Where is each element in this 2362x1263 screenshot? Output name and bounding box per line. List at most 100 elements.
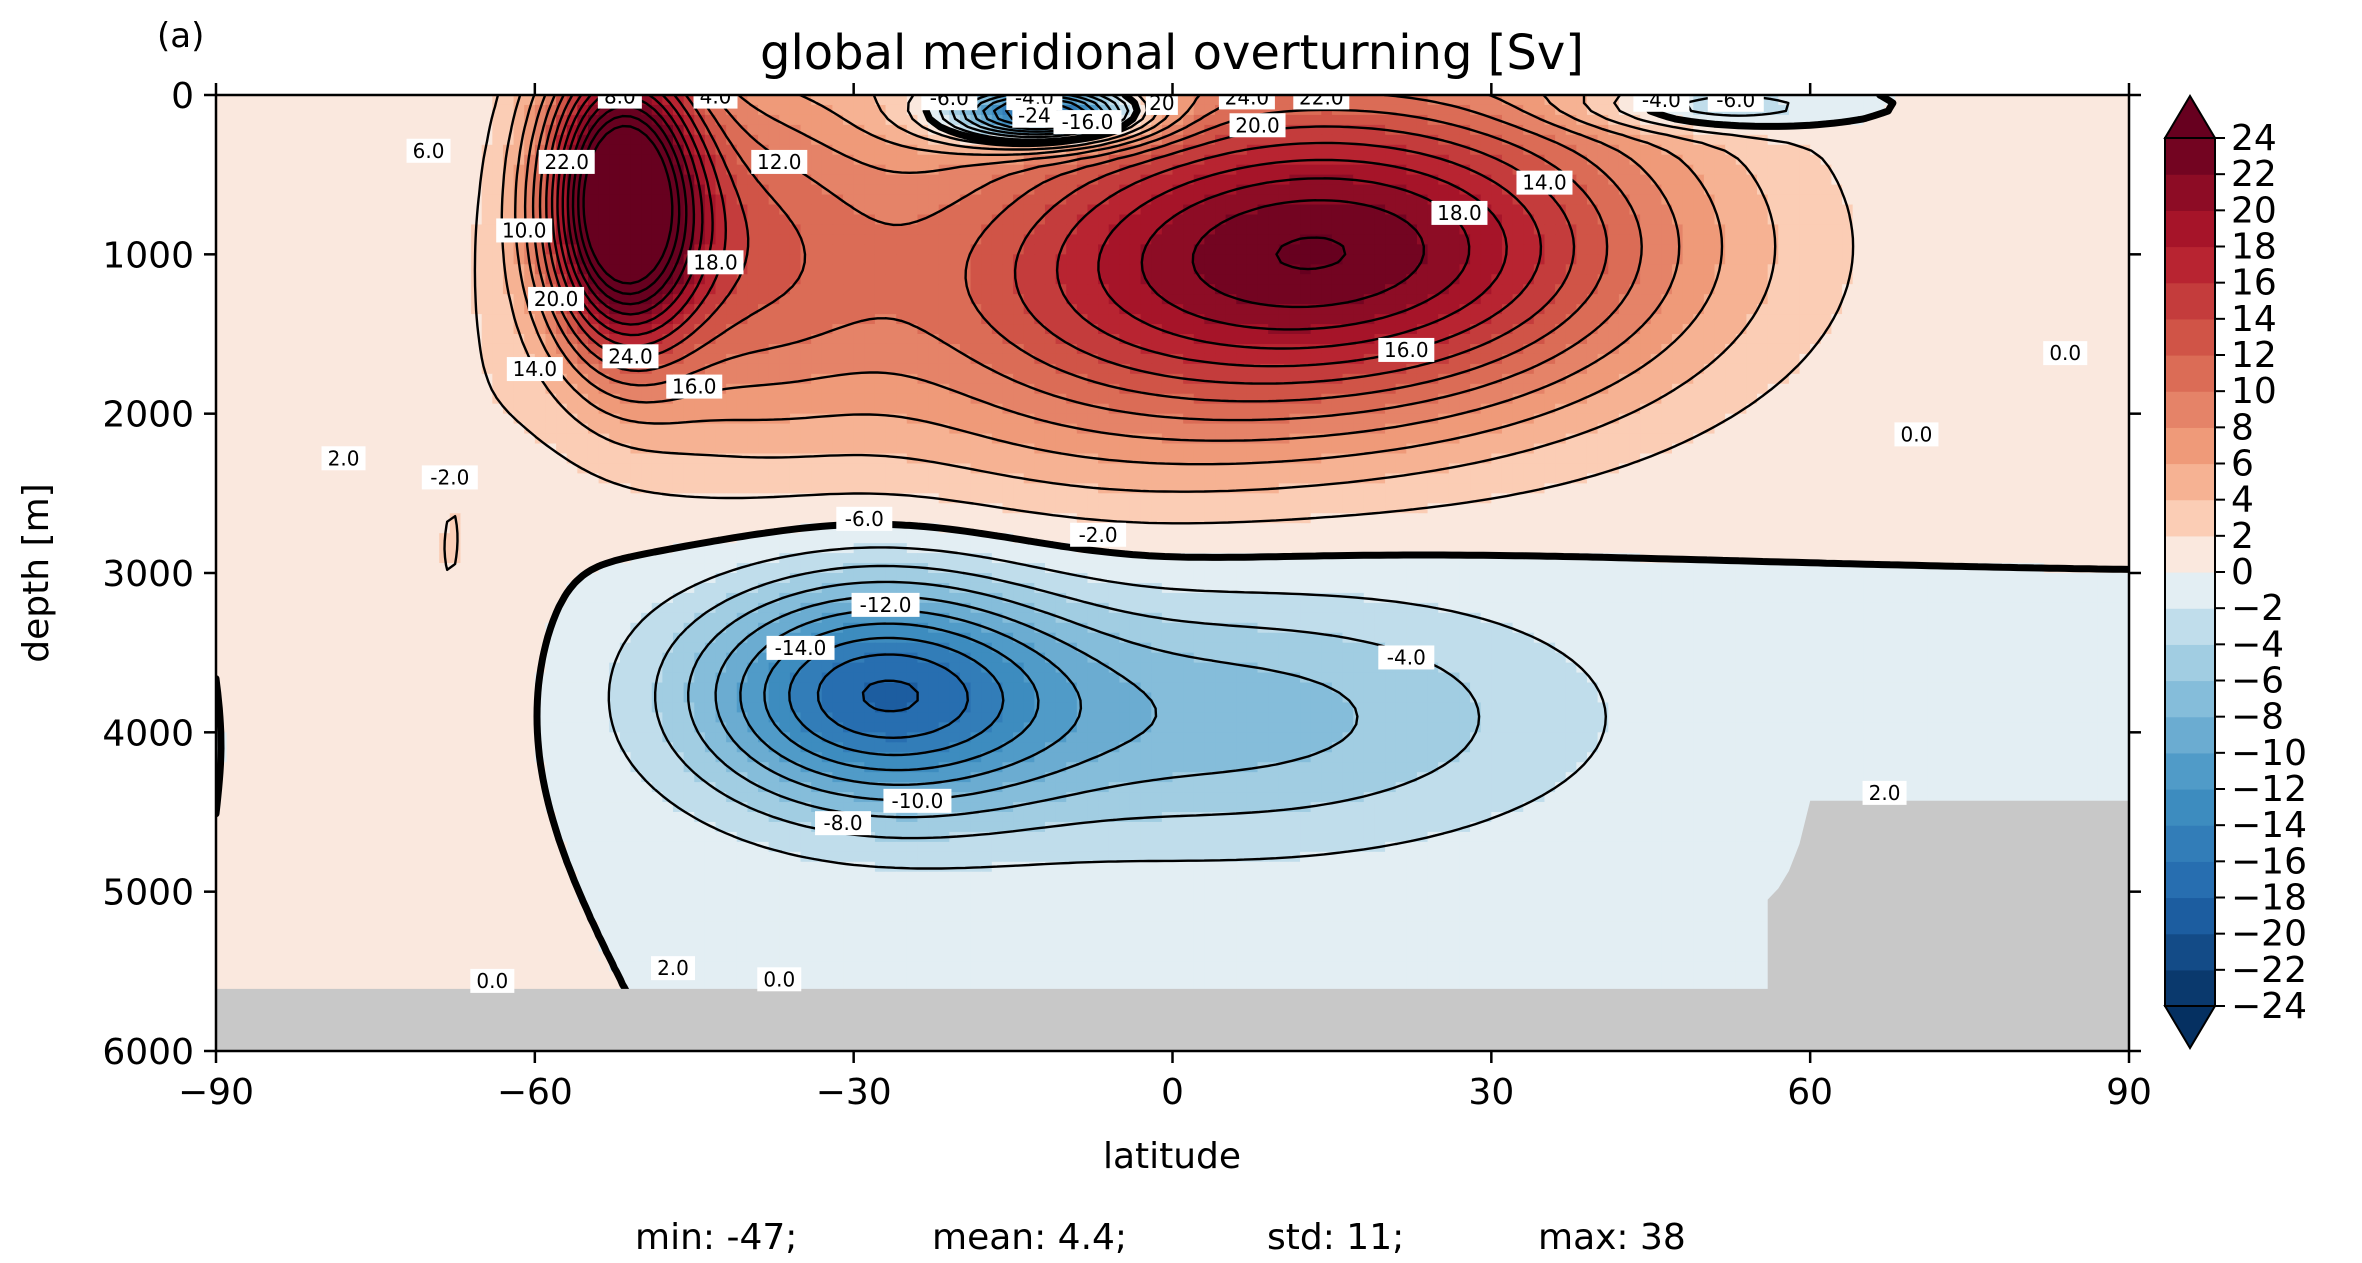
contour-cell [970, 154, 982, 166]
contour-cell [981, 174, 993, 186]
contour-cell [2065, 214, 2077, 226]
contour-cell [1895, 324, 1907, 335]
contour-cell [2001, 204, 2013, 216]
contour-cell [2118, 124, 2129, 136]
contour-cell [896, 234, 908, 246]
contour-cell [269, 284, 281, 295]
contour-cell [726, 194, 738, 206]
contour-cell [226, 314, 239, 325]
contour-cell [1374, 184, 1386, 196]
contour-cell [1501, 363, 1514, 375]
contour-cell [1140, 334, 1153, 345]
contour-cell [1204, 154, 1216, 166]
contour-cell [970, 284, 982, 295]
contour-cell [2054, 194, 2067, 206]
contour-cell [2054, 204, 2067, 216]
contour-cell [928, 304, 940, 315]
contour-cell [1215, 204, 1227, 216]
contour-cell [1608, 334, 1620, 345]
contour-cell [981, 204, 993, 216]
contour-cell [1002, 254, 1014, 266]
contour-cell [970, 104, 982, 116]
contour-cell [1215, 144, 1227, 156]
contour-cell [1810, 214, 1822, 226]
contour-cell [375, 214, 387, 226]
contour-cell [1406, 284, 1418, 295]
contour-cell [609, 114, 621, 126]
contour-cell [1650, 204, 1663, 216]
contour-cell [609, 194, 621, 206]
contour-cell [1565, 164, 1578, 176]
contour-cell [1395, 174, 1408, 186]
contour-cell [2012, 124, 2024, 136]
contour-cell [1172, 224, 1184, 236]
contour-cell [1778, 294, 1790, 305]
contour-cell [417, 204, 430, 216]
contour-cell [1523, 234, 1535, 246]
contour-cell [1990, 264, 2003, 276]
contour-cell [2022, 124, 2035, 136]
contour-cell [1969, 204, 1982, 216]
contour-cell [1215, 244, 1227, 256]
contour-cell [439, 124, 451, 136]
contour-cell [789, 314, 802, 325]
contour-cell [2001, 254, 2013, 266]
contour-cell [843, 194, 855, 206]
contour-cell [513, 114, 526, 126]
contour-cell [800, 353, 812, 365]
contour-cell [1586, 184, 1599, 196]
contour-cell [821, 144, 834, 156]
contour-cell [715, 363, 727, 375]
contour-cell [1289, 284, 1301, 295]
contour-cell [1342, 264, 1354, 276]
contour-cell [343, 363, 355, 375]
contour-cell [364, 104, 377, 116]
contour-cell [1958, 104, 1971, 116]
contour-cell [1863, 234, 1875, 246]
contour-cell [1427, 134, 1439, 146]
contour-cell [1948, 274, 1960, 286]
contour-cell [1820, 174, 1833, 186]
contour-cell [789, 204, 802, 216]
contour-cell [1969, 154, 1982, 166]
contour-cell [460, 353, 472, 365]
contour-cell [938, 184, 951, 196]
contour-cell [1927, 284, 1939, 295]
contour-cell [1193, 184, 1206, 196]
contour-cell [1735, 124, 1748, 136]
contour-cell [1161, 204, 1174, 216]
contour-cell [1076, 254, 1089, 266]
contour-cell [981, 304, 993, 315]
contour-cell [1693, 284, 1705, 295]
contour-cell [1703, 264, 1716, 276]
contour-cell [2033, 224, 2045, 236]
contour-cell [896, 274, 908, 286]
contour-cell [1470, 334, 1482, 345]
contour-cell [1852, 184, 1865, 196]
contour-cell [1172, 194, 1184, 206]
contour-cell [641, 154, 653, 166]
contour-cell [1438, 144, 1450, 156]
contour-cell [598, 254, 611, 266]
contour-cell [332, 204, 345, 216]
contour-cell [417, 164, 430, 176]
contour-cell [1937, 254, 1950, 266]
contour-cell [2054, 184, 2067, 196]
contour-cell [1353, 144, 1365, 156]
contour-cell [216, 214, 228, 226]
contour-cell [694, 104, 706, 116]
contour-cell [1406, 204, 1418, 216]
contour-cell [1799, 254, 1811, 266]
contour-cell [1406, 154, 1418, 166]
contour-cell [1363, 274, 1376, 286]
contour-cell [2022, 304, 2035, 315]
contour-cell [1937, 284, 1950, 295]
contour-cell [1129, 264, 1142, 276]
contour-cell [821, 353, 834, 365]
contour-cell [471, 154, 483, 166]
contour-cell [1767, 194, 1780, 206]
contour-cell [1034, 124, 1046, 136]
contour-cell [386, 294, 398, 305]
contour-cell [1735, 294, 1748, 305]
contour-cell [481, 194, 494, 206]
